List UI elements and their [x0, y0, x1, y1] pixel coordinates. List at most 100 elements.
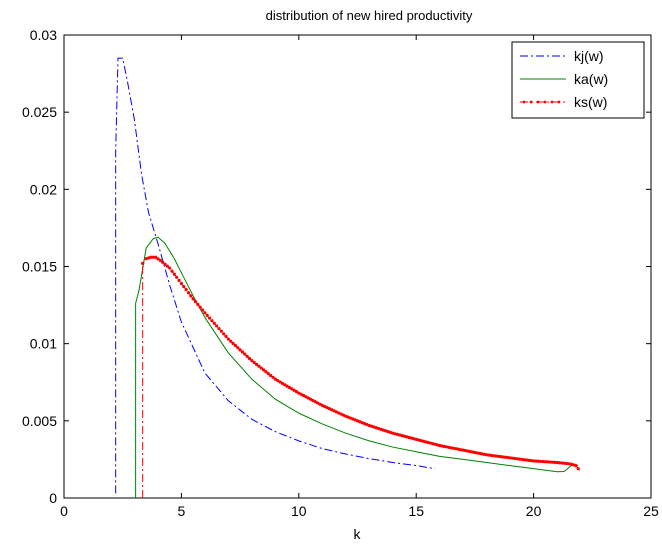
- series-point-2: [536, 459, 540, 463]
- series-point-2: [294, 390, 299, 394]
- series-point-2: [177, 278, 181, 282]
- y-tick-label: 0.015: [22, 259, 57, 275]
- series-point-2: [254, 362, 259, 366]
- x-tick-label: 15: [408, 503, 424, 519]
- x-tick-label: 20: [526, 503, 542, 519]
- series-point-2: [539, 459, 543, 464]
- series-point-2: [182, 284, 186, 289]
- series-point-2: [499, 455, 503, 459]
- series-point-2: [567, 462, 571, 466]
- series-point-2: [141, 261, 145, 266]
- legend-marker-2: [550, 100, 554, 104]
- series-point-2: [301, 393, 306, 398]
- series-point-2: [485, 453, 489, 457]
- series-point-2: [546, 460, 550, 464]
- series-point-2: [304, 395, 308, 399]
- series-point-2: [557, 461, 562, 465]
- series-line-0: [115, 57, 436, 494]
- series-point-2: [186, 291, 191, 295]
- series-point-2: [205, 313, 209, 318]
- series-point-2: [243, 352, 247, 356]
- series-point-2: [318, 402, 322, 406]
- x-tick-label: 5: [178, 503, 186, 519]
- series-point-2: [290, 387, 294, 391]
- series-point-2: [175, 275, 179, 279]
- series-point-2: [297, 391, 301, 395]
- y-tick-label: 0: [49, 490, 57, 506]
- series-point-2: [548, 460, 552, 464]
- series-point-2: [534, 459, 538, 463]
- series-point-2: [219, 329, 223, 333]
- series-point-2: [233, 343, 237, 348]
- series-point-2: [287, 385, 292, 390]
- series-point-2: [562, 461, 566, 465]
- series-point-2: [276, 378, 280, 383]
- chart-title: distribution of new hired productivity: [266, 8, 473, 23]
- series-point-2: [215, 324, 219, 328]
- series-point-2: [529, 459, 533, 463]
- x-tick-label: 10: [291, 503, 307, 519]
- series-point-2: [229, 339, 233, 343]
- series-point-2: [259, 366, 263, 370]
- series-point-2: [299, 392, 303, 396]
- series-point-2: [198, 305, 202, 309]
- series-point-2: [273, 377, 277, 381]
- series-point-2: [200, 308, 205, 312]
- y-tick-label: 0.02: [30, 181, 57, 197]
- series-point-2: [151, 255, 155, 259]
- series-point-2: [487, 453, 491, 457]
- series-point-2: [564, 461, 569, 466]
- legend-marker-2: [557, 100, 561, 104]
- series-point-2: [210, 319, 214, 323]
- legend-box: [511, 41, 645, 119]
- y-tick-label: 0.005: [22, 413, 57, 429]
- series-point-2: [170, 269, 174, 273]
- series-line-1: [135, 236, 579, 498]
- series-point-2: [278, 380, 282, 384]
- series-point-2: [315, 401, 320, 405]
- legend-marker-2: [543, 100, 547, 104]
- series-point-2: [203, 311, 207, 315]
- series-point-2: [520, 457, 524, 462]
- series-point-2: [184, 288, 188, 292]
- series-point-2: [250, 359, 254, 363]
- series-point-2: [524, 458, 529, 462]
- series-point-2: [553, 460, 557, 464]
- legend-marker-2: [522, 100, 526, 104]
- series-point-2: [252, 360, 256, 365]
- series-point-2: [543, 460, 547, 464]
- series-point-2: [189, 294, 193, 298]
- series-point-2: [517, 457, 522, 461]
- series-point-2: [283, 383, 287, 387]
- series-point-2: [238, 348, 242, 352]
- series-point-2: [149, 255, 153, 259]
- series-point-2: [163, 262, 167, 266]
- series-point-2: [489, 453, 493, 457]
- series-point-2: [271, 375, 275, 379]
- series-point-2: [550, 460, 554, 464]
- series-point-2: [269, 373, 273, 378]
- series-layer: [115, 57, 581, 498]
- series-point-2: [231, 341, 235, 345]
- y-tick-label: 0.03: [30, 27, 57, 43]
- series-point-2: [165, 264, 169, 268]
- series-point-2: [153, 255, 158, 259]
- series-point-2: [501, 455, 505, 459]
- series-point-2: [212, 321, 216, 325]
- x-axis-label: k: [354, 526, 362, 542]
- series-point-2: [532, 459, 536, 463]
- series-point-2: [266, 372, 270, 376]
- legend: kj(w) ka(w) ks(w): [511, 41, 645, 119]
- series-point-2: [236, 346, 240, 350]
- legend-label-2: ks(w): [574, 94, 607, 110]
- series-point-2: [311, 398, 315, 403]
- series-point-2: [240, 350, 245, 354]
- legend-marker-2: [529, 100, 533, 104]
- series-point-2: [226, 337, 230, 341]
- series-point-2: [224, 334, 228, 339]
- series-point-2: [494, 454, 498, 458]
- series-point-2: [292, 388, 296, 392]
- series-point-2: [245, 354, 249, 358]
- series-point-2: [193, 300, 198, 304]
